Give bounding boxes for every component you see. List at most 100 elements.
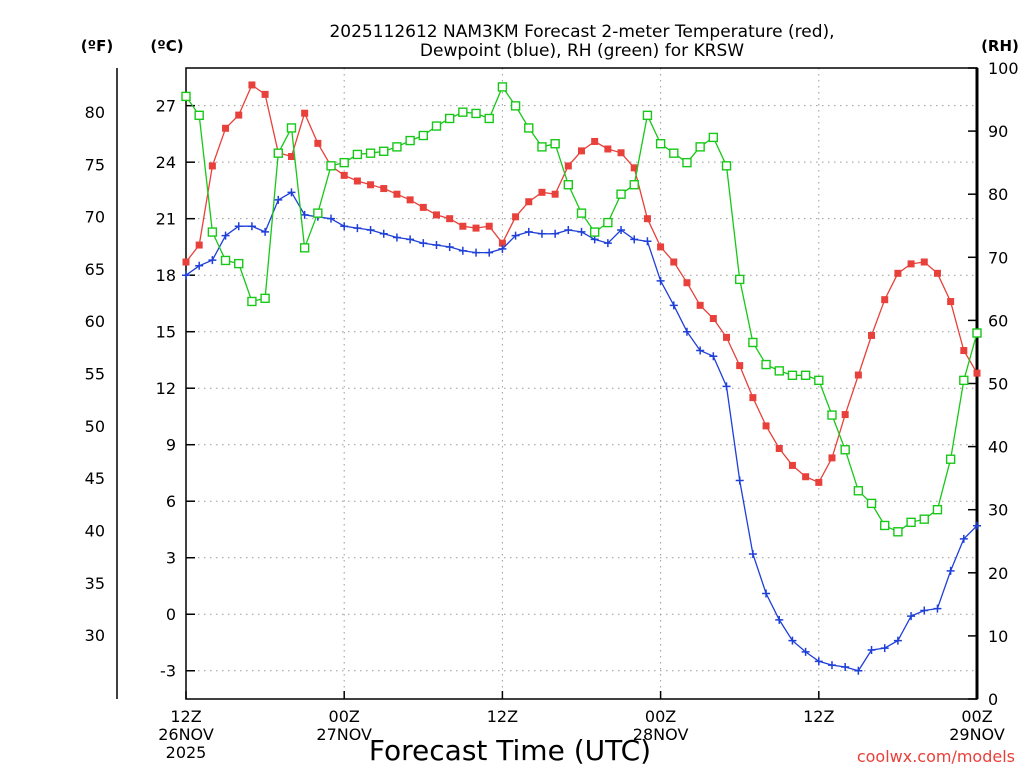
dewpoint-point <box>261 227 270 236</box>
2-meter-temperature-point <box>775 444 783 452</box>
2-meter-temperature-point <box>578 147 585 155</box>
2-meter-temperature-point <box>630 164 638 172</box>
rh-tick-label: 70 <box>988 248 1008 267</box>
rh-point <box>510 101 521 111</box>
2-meter-temperature-point <box>683 279 691 287</box>
rh-tick-label: 100 <box>988 59 1019 78</box>
rh-point <box>840 445 850 455</box>
x-tick-label: 00Z <box>329 707 360 726</box>
chart-title-line-1: 2025112612 NAM3KM Forecast 2-meter Tempe… <box>329 22 834 42</box>
2-meter-temperature-point <box>564 162 572 170</box>
rh-tick-label: 80 <box>988 185 1008 204</box>
dewpoint-point <box>775 615 784 624</box>
dewpoint-point <box>195 261 204 270</box>
celsius-tick-label: 24 <box>156 153 176 172</box>
fahrenheit-tick-label: 55 <box>85 365 105 384</box>
rh-point <box>589 227 600 237</box>
dewpoint-point <box>327 214 336 223</box>
2-meter-temperature-point <box>868 331 876 339</box>
2-meter-temperature-point <box>208 162 216 170</box>
2-meter-temperature-point <box>854 371 862 379</box>
fahrenheit-tick-label: 45 <box>85 469 105 488</box>
rh-point <box>932 505 943 515</box>
2-meter-temperature-point <box>907 260 915 268</box>
rh-point <box>418 130 428 141</box>
dewpoint-point <box>709 352 718 361</box>
series-layer <box>181 81 982 675</box>
dewpoint-point <box>498 244 507 253</box>
dewpoint-point <box>933 604 942 613</box>
dewpoint-point <box>603 239 612 248</box>
2-meter-temperature-point <box>657 243 665 251</box>
rh-point <box>827 410 837 420</box>
rh-tick-label: 30 <box>988 501 1008 520</box>
rh-point <box>761 359 771 370</box>
x-tick-label: 00Z <box>961 707 992 726</box>
dewpoint-point <box>458 246 467 255</box>
2-meter-temperature-point <box>393 190 401 198</box>
dewpoint-point <box>274 195 283 204</box>
rh-point <box>497 82 508 92</box>
rh-point <box>853 486 864 496</box>
rh-point <box>220 255 231 266</box>
2-meter-temperature-point <box>301 109 309 117</box>
2-meter-temperature-point <box>287 153 295 161</box>
dewpoint-point <box>854 666 863 675</box>
rh-tick-label: 50 <box>988 375 1008 394</box>
rh-point <box>339 157 349 168</box>
dewpoint-point <box>432 241 441 250</box>
celsius-tick-label: 9 <box>166 436 176 455</box>
rh-point <box>234 258 244 269</box>
dewpoint-point <box>735 476 744 485</box>
fahrenheit-tick-label: 75 <box>85 155 105 174</box>
2-meter-temperature-point <box>881 296 889 304</box>
dewpoint-point <box>762 589 771 598</box>
rh-tick-label: 60 <box>988 311 1008 330</box>
dewpoint-point <box>867 646 876 655</box>
2-meter-temperature-point <box>841 411 849 419</box>
rh-tick-label: 90 <box>988 122 1008 141</box>
x-tick-label: 12Z <box>170 707 201 726</box>
2-meter-temperature-point <box>446 215 454 223</box>
2-meter-temperature-point <box>248 81 256 89</box>
dewpoint-line <box>185 191 978 672</box>
2-meter-temperature-point <box>643 215 651 223</box>
rh-point <box>616 189 626 199</box>
celsius-tick-label: 18 <box>156 266 176 285</box>
2-meter-temperature-point <box>551 190 559 198</box>
dewpoint-point <box>617 225 626 234</box>
2-meter-temperature-point <box>920 258 928 266</box>
rh-point <box>444 113 455 124</box>
rh-point <box>352 149 363 160</box>
2-meter-temperature-point <box>617 149 625 157</box>
rh-point <box>181 91 191 102</box>
2-meter-temperature-point <box>261 90 269 98</box>
dewpoint-point <box>551 229 560 238</box>
dewpoint-point <box>511 231 520 240</box>
dewpoint-point <box>841 662 850 671</box>
dewpoint-point <box>748 549 757 558</box>
x-tick-label: 12Z <box>803 707 834 726</box>
rh-point <box>655 139 666 149</box>
2-meter-temperature-point <box>736 362 744 370</box>
rh-point <box>774 366 784 376</box>
dewpoint-point <box>827 661 836 670</box>
rh-point <box>866 498 877 509</box>
celsius-unit-label: (ºC) <box>150 37 183 55</box>
rh-point <box>603 217 613 228</box>
dewpoint-point <box>907 612 916 621</box>
dewpoint-point <box>406 235 415 244</box>
dewpoint-point <box>643 237 652 246</box>
fahrenheit-tick-label: 70 <box>85 208 105 227</box>
x-tick-label: 28NOV <box>633 725 689 744</box>
dewpoint-point <box>353 224 362 233</box>
2-meter-temperature-point <box>802 473 810 481</box>
2-meter-temperature-point <box>222 124 230 132</box>
dewpoint-point <box>300 210 309 219</box>
rh-point <box>800 370 811 380</box>
2-meter-temperature-point <box>828 454 836 462</box>
dewpoint-point <box>234 222 243 231</box>
fahrenheit-tick-label: 60 <box>85 312 105 331</box>
celsius-tick-label: 6 <box>166 492 176 511</box>
dewpoint-point <box>379 229 388 238</box>
